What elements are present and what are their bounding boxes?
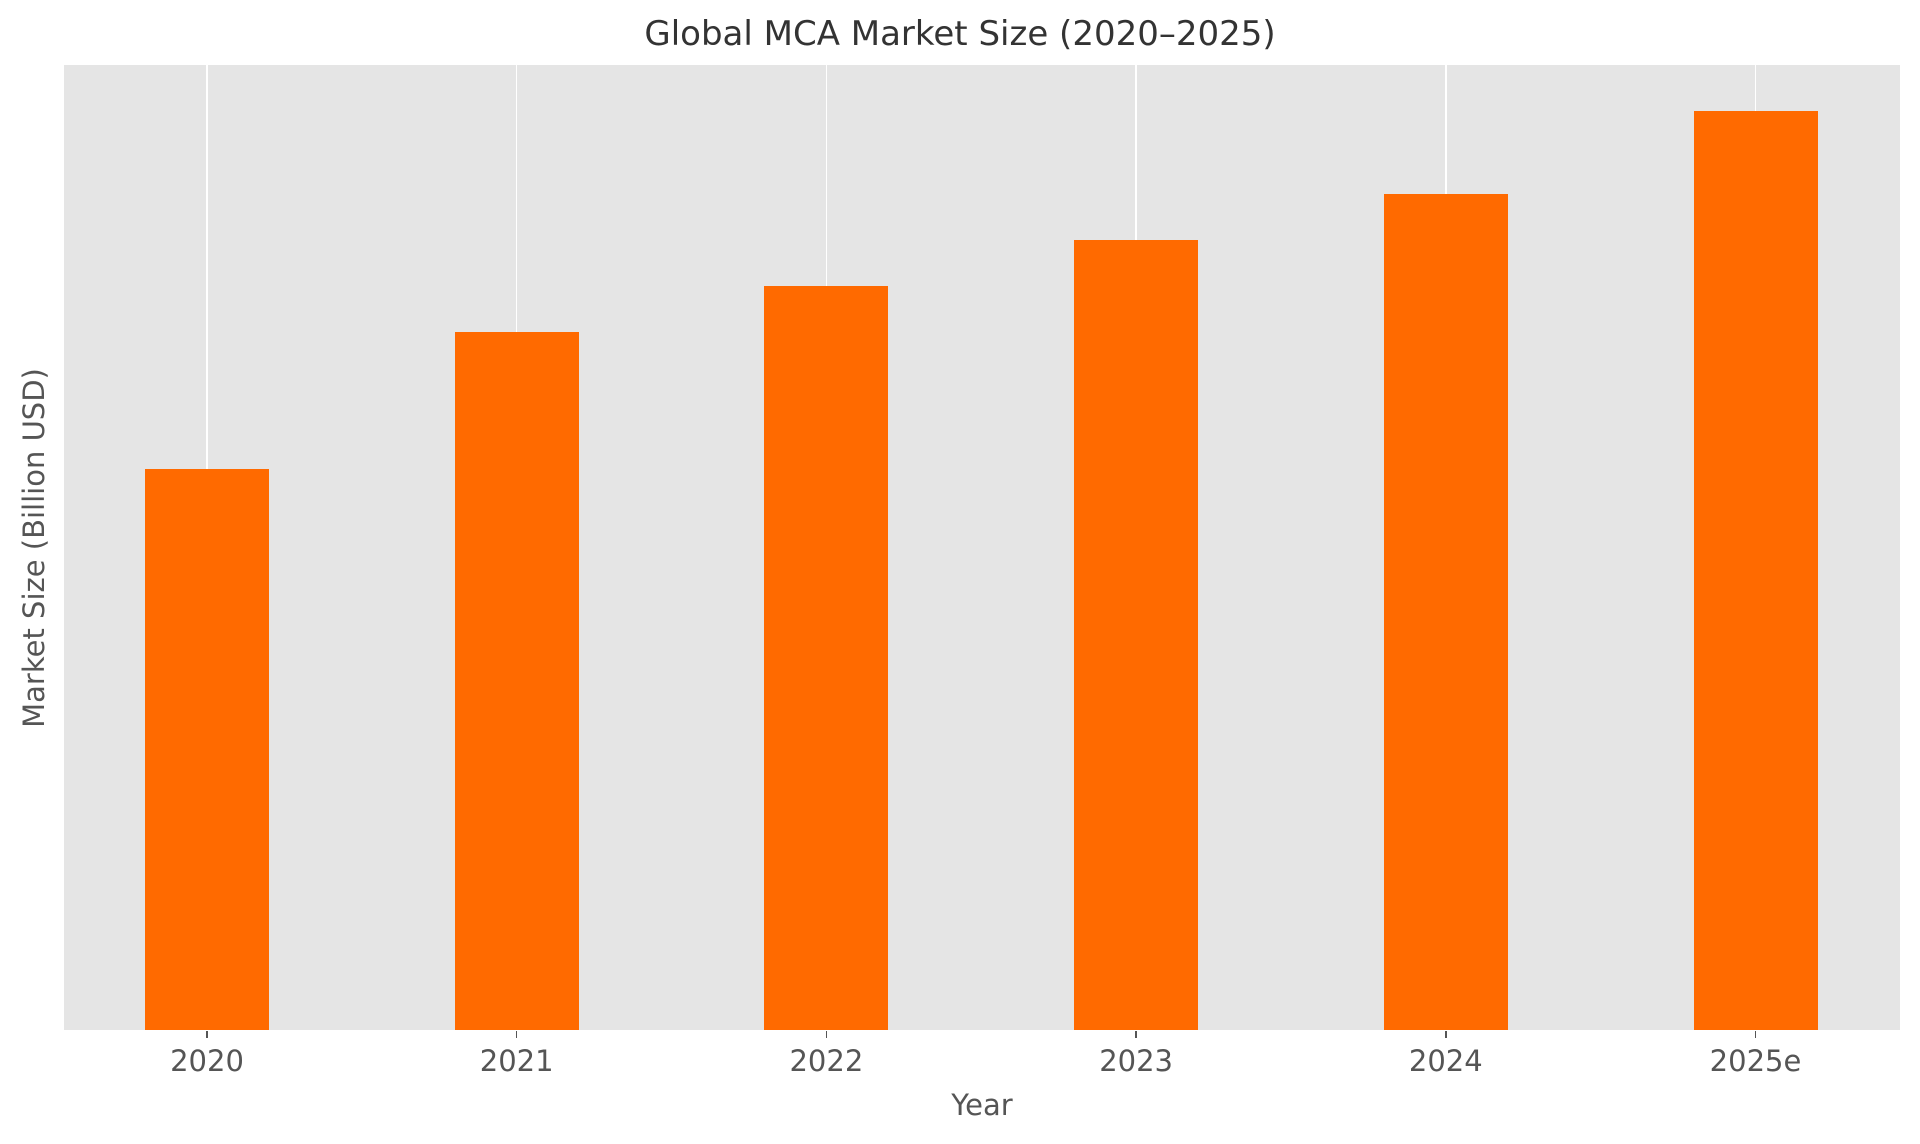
x-tick-mark bbox=[1754, 1031, 1757, 1038]
bar-2021 bbox=[454, 331, 579, 1030]
x-tick-label: 2020 bbox=[170, 1044, 244, 1078]
plot-area bbox=[64, 65, 1900, 1030]
x-tick-label: 2021 bbox=[479, 1044, 554, 1078]
x-tick-label: 2022 bbox=[789, 1044, 864, 1078]
y-axis-label: Market Size (Billion USD) bbox=[17, 368, 51, 728]
x-tick-mark bbox=[825, 1031, 828, 1038]
x-tick-mark bbox=[1445, 1031, 1447, 1038]
x-tick-mark bbox=[1135, 1031, 1137, 1038]
bar-2024 bbox=[1383, 193, 1508, 1030]
x-axis-label: Year bbox=[951, 1088, 1013, 1122]
bar-2025e bbox=[1693, 110, 1818, 1030]
x-tick-mark bbox=[515, 1031, 518, 1038]
x-tick-label: 2025e bbox=[1709, 1044, 1802, 1078]
x-tick-mark bbox=[206, 1031, 208, 1038]
x-tick-label: 2024 bbox=[1408, 1044, 1483, 1078]
bar-2022 bbox=[764, 285, 889, 1030]
bar-2023 bbox=[1074, 239, 1199, 1030]
chart-title: Global MCA Market Size (2020–2025) bbox=[644, 14, 1276, 54]
bar-2020 bbox=[145, 469, 269, 1030]
x-tick-label: 2023 bbox=[1099, 1044, 1173, 1078]
